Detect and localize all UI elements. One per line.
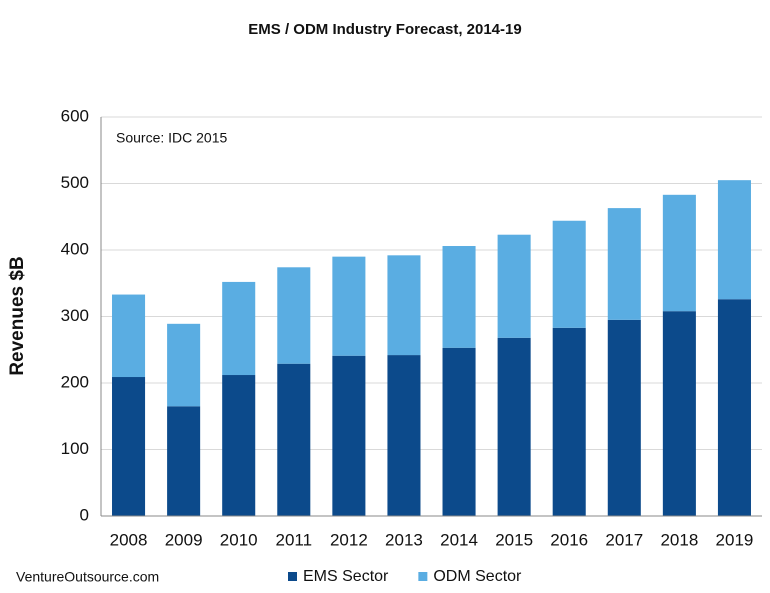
x-tick-label: 2012 bbox=[330, 530, 368, 549]
bar bbox=[607, 208, 641, 320]
bar bbox=[717, 180, 751, 300]
bar bbox=[222, 281, 256, 376]
x-tick-label: 2010 bbox=[220, 530, 258, 549]
bar bbox=[607, 319, 641, 516]
bar bbox=[662, 194, 696, 312]
x-tick-label: 2014 bbox=[440, 530, 478, 549]
legend-label: ODM Sector bbox=[433, 568, 522, 585]
bar bbox=[112, 377, 146, 516]
x-tick-label: 2009 bbox=[165, 530, 203, 549]
bar bbox=[387, 355, 421, 516]
y-tick-label: 0 bbox=[80, 505, 89, 524]
bar bbox=[222, 375, 256, 516]
bar bbox=[167, 406, 201, 516]
bar bbox=[442, 246, 476, 348]
y-tick-label: 300 bbox=[61, 306, 89, 325]
bar bbox=[332, 355, 366, 516]
y-tick-label: 500 bbox=[61, 173, 89, 192]
y-axis-label: Revenues $B bbox=[7, 256, 28, 375]
x-tick-label: 2015 bbox=[495, 530, 533, 549]
bar bbox=[552, 327, 586, 516]
x-tick-label: 2011 bbox=[276, 530, 313, 549]
bar bbox=[552, 220, 586, 328]
watermark: VentureOutsource.com bbox=[16, 569, 159, 585]
bar bbox=[387, 255, 421, 356]
bar bbox=[717, 299, 751, 516]
source-note: Source: IDC 2015 bbox=[116, 130, 227, 146]
x-tick-label: 2013 bbox=[385, 530, 423, 549]
x-tick-label: 2019 bbox=[716, 530, 754, 549]
y-tick-label: 100 bbox=[61, 439, 89, 458]
legend-swatch bbox=[288, 572, 297, 581]
bar bbox=[662, 311, 696, 516]
x-tick-label: 2018 bbox=[660, 530, 698, 549]
bar bbox=[442, 347, 476, 516]
x-tick-label: 2016 bbox=[550, 530, 588, 549]
y-tick-label: 400 bbox=[61, 239, 89, 258]
legend-swatch bbox=[418, 572, 428, 581]
bar bbox=[497, 234, 531, 338]
bar bbox=[332, 256, 366, 356]
legend-label: EMS Sector bbox=[303, 568, 389, 585]
y-tick-label: 200 bbox=[61, 372, 89, 391]
chart-title: EMS / ODM Industry Forecast, 2014-19 bbox=[248, 21, 521, 38]
bar bbox=[277, 267, 311, 364]
x-tick-label: 2017 bbox=[605, 530, 643, 549]
x-tick-label: 2008 bbox=[110, 530, 148, 549]
bar bbox=[497, 337, 531, 516]
bar bbox=[167, 323, 201, 407]
bar bbox=[277, 363, 311, 516]
y-tick-label: 600 bbox=[61, 106, 89, 125]
bar bbox=[112, 294, 146, 378]
